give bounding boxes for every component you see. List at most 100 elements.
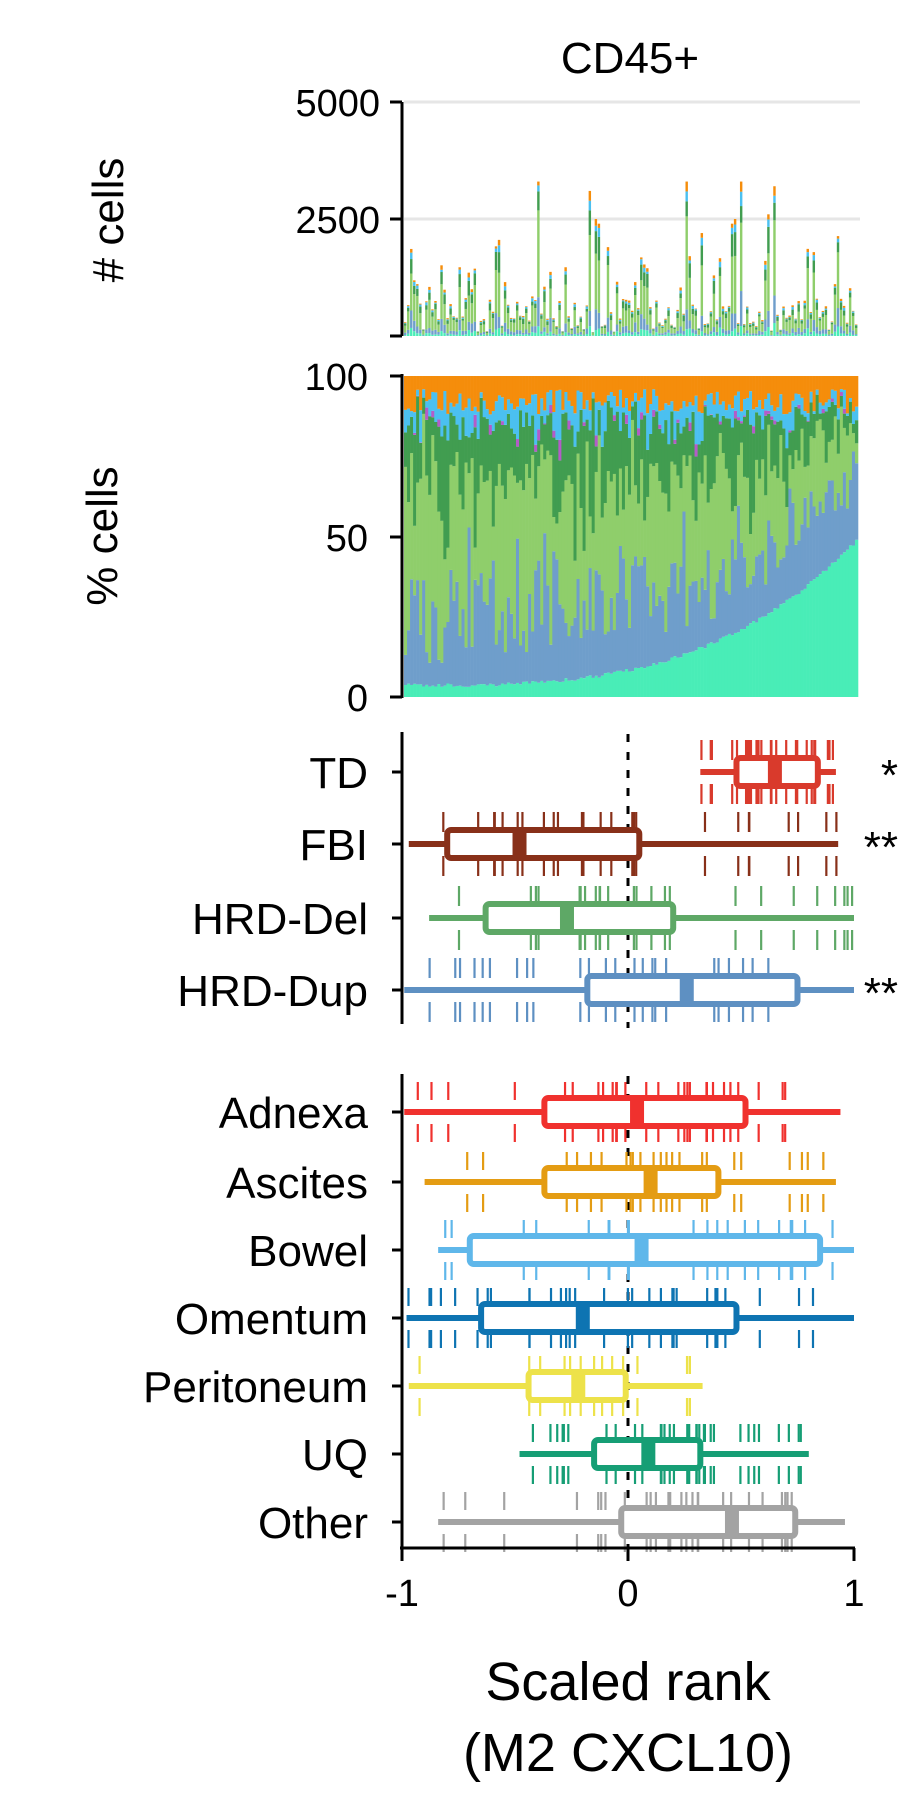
percent-bar-segment: [782, 481, 786, 558]
count-bar-segment: [627, 300, 631, 303]
count-bar-segment: [791, 307, 794, 310]
percent-bar-segment: [770, 376, 774, 406]
percent-bar-segment: [413, 432, 417, 435]
count-bar-segment: [830, 324, 834, 334]
percent-bar-segment: [525, 652, 529, 682]
genomic-category-label: HRD-Dup: [177, 967, 368, 1016]
percent-bar-segment: [404, 432, 408, 467]
count-bar-segment: [761, 320, 764, 322]
percent-bar-segment: [609, 392, 614, 408]
count-bar-segment: [706, 324, 710, 328]
percent-bar-segment: [473, 579, 477, 686]
count-bar-segment: [552, 335, 555, 336]
count-bar-segment: [443, 304, 446, 325]
count-bar-segment: [470, 323, 474, 333]
percent-bar-segment: [721, 453, 726, 559]
percent-bar-segment: [476, 438, 480, 494]
count-bar-segment: [724, 313, 728, 319]
percent-bar-segment: [503, 424, 508, 499]
percent-bar-segment: [561, 608, 565, 682]
count-bar-segment: [461, 334, 464, 336]
percent-bar-segment: [694, 444, 698, 457]
percent-bar-segment: [515, 538, 520, 683]
count-bar-segment: [676, 330, 679, 334]
percent-bar-segment: [703, 648, 707, 697]
count-bar-segment: [670, 325, 673, 329]
percent-bar-segment: [773, 465, 777, 543]
percent-bar-segment: [488, 424, 493, 435]
percent-bar-segment: [818, 501, 822, 575]
count-bar-segment: [791, 315, 794, 329]
site-category-label: Bowel: [248, 1227, 368, 1276]
percent-bar-segment: [576, 390, 580, 432]
percent-bar-segment: [437, 408, 441, 420]
percent-bar-segment: [434, 461, 438, 608]
percent-bar-segment: [525, 463, 529, 653]
percent-bar-segment: [806, 527, 810, 585]
count-bar-segment: [806, 328, 809, 336]
percent-bar-segment: [506, 682, 511, 697]
percent-bar-segment: [815, 420, 819, 516]
percent-bar-segment: [473, 406, 477, 415]
count-bar-segment: [546, 319, 549, 322]
percent-bar-segment: [407, 425, 411, 503]
percent-bar-segment: [797, 594, 801, 697]
percent-bar-segment: [652, 582, 656, 664]
percent-bar-segment: [688, 585, 692, 653]
percent-bar-segment: [715, 456, 720, 583]
count-bar-segment: [455, 317, 458, 319]
count-bar-segment: [842, 310, 846, 316]
percent-bar-segment: [485, 480, 490, 605]
percent-bar-segment: [519, 376, 523, 399]
percent-bar-segment: [664, 493, 668, 632]
count-bar-segment: [682, 313, 685, 315]
count-bar-segment: [479, 335, 483, 336]
count-bar-segment: [830, 333, 834, 336]
count-bar-segment: [573, 310, 576, 327]
count-bar-segment: [812, 320, 816, 332]
count-bar-segment: [700, 315, 704, 332]
percent-bar-segment: [658, 662, 662, 697]
count-bar-segment: [600, 327, 604, 329]
genomic-category-label: TD: [309, 749, 368, 798]
percent-bar-segment: [458, 439, 462, 495]
count-bar-segment: [416, 288, 419, 296]
percent-bar-segment: [685, 417, 689, 467]
percent-bar-segment: [473, 427, 477, 548]
percent-bar-segment: [776, 407, 780, 422]
count-bar-segment: [404, 322, 407, 324]
percent-bar-segment: [413, 683, 417, 697]
count-bar-segment: [752, 323, 755, 326]
count-bar-segment: [700, 237, 704, 246]
count-bar-segment: [615, 331, 619, 336]
percent-bar-segment: [800, 376, 804, 398]
count-bar-segment: [473, 273, 477, 286]
percent-bar-segment: [437, 684, 441, 697]
count-bar-segment: [416, 333, 419, 336]
count-bar-segment: [694, 310, 697, 316]
percent-bar-segment: [733, 376, 738, 396]
percent-bar-segment: [537, 414, 541, 430]
percent-bar-segment: [600, 590, 605, 676]
count-bar-segment: [715, 335, 719, 336]
percent-bar-segment: [733, 418, 738, 506]
percent-bar-segment: [440, 410, 444, 437]
site-category-label: Adnexa: [219, 1089, 369, 1138]
percent-bar-segment: [646, 666, 650, 697]
count-bar-segment: [758, 335, 761, 336]
count-bar-segment: [522, 324, 525, 333]
count-bar-segment: [422, 329, 425, 331]
percent-bar-segment: [736, 391, 741, 418]
percent-bar-segment: [425, 376, 429, 402]
percent-bar-segment: [470, 432, 474, 459]
count-bar-segment: [721, 311, 725, 315]
count-bar-segment: [631, 310, 634, 313]
count-bar-segment: [700, 331, 704, 336]
percent-bar-segment: [727, 478, 732, 595]
count-bar-segment: [555, 326, 558, 327]
percent-bar-segment: [419, 442, 423, 479]
count-bar-segment: [697, 329, 701, 331]
count-bar-segment: [727, 333, 731, 336]
percent-bar-segment: [670, 657, 674, 697]
count-bar-segment: [854, 327, 858, 335]
